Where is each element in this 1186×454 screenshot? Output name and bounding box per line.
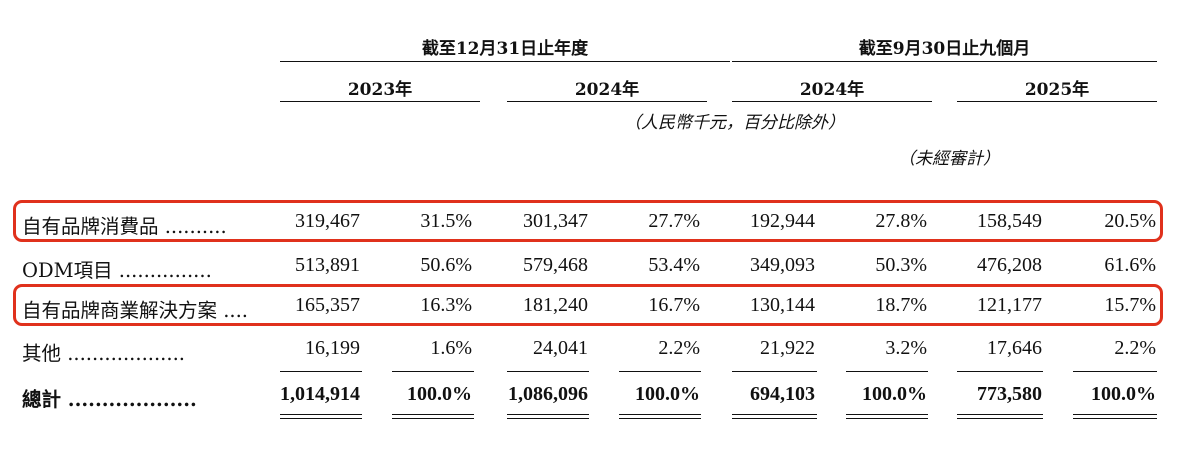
cell-percent: 1.6% xyxy=(430,337,472,359)
cell-value: 21,922 xyxy=(760,337,815,359)
cell-value: 773,580 xyxy=(977,383,1042,405)
highlight-box-own-brand-business xyxy=(13,284,1163,326)
cell-percent: 20.5% xyxy=(1104,210,1156,232)
cell-percent: 2.2% xyxy=(658,337,700,359)
cell-percent: 53.4% xyxy=(648,254,700,276)
cell-percent: 18.7% xyxy=(875,294,927,316)
cell-value: 579,468 xyxy=(523,254,588,276)
year-rule xyxy=(507,101,707,102)
cell-value: 130,144 xyxy=(750,294,815,316)
cell-value: 1,086,096 xyxy=(508,383,588,405)
header-group-rule xyxy=(732,61,1157,62)
total-double-rule xyxy=(1073,414,1157,419)
row-label-own-brand-consumer: 自有品牌消費品 .......... xyxy=(22,215,227,238)
row-label-total: 總計 ................... xyxy=(22,388,197,411)
highlight-box-own-brand-consumer xyxy=(13,200,1163,242)
cell-value: 17,646 xyxy=(987,337,1042,359)
cell-value: 1,014,914 xyxy=(280,383,360,405)
cell-percent: 16.7% xyxy=(648,294,700,316)
cell-percent: 100.0% xyxy=(1091,383,1156,405)
cell-value: 181,240 xyxy=(523,294,588,316)
cell-percent: 50.3% xyxy=(875,254,927,276)
year-header: 2023年 xyxy=(347,80,413,100)
year-header: 2024年 xyxy=(574,80,640,100)
cell-percent: 61.6% xyxy=(1104,254,1156,276)
row-label-own-brand-business: 自有品牌商業解決方案 .... xyxy=(22,299,248,322)
total-double-rule xyxy=(732,414,817,419)
cell-percent: 100.0% xyxy=(407,383,472,405)
subtotal-rule xyxy=(392,371,474,372)
total-double-rule xyxy=(280,414,362,419)
cell-value: 192,944 xyxy=(750,210,815,232)
total-double-rule xyxy=(957,414,1043,419)
total-double-rule xyxy=(507,414,589,419)
header-group-nine-months: 截至9月30日止九個月 xyxy=(858,39,1031,59)
cell-percent: 50.6% xyxy=(420,254,472,276)
year-rule xyxy=(280,101,480,102)
subtotal-rule xyxy=(507,371,589,372)
cell-percent: 15.7% xyxy=(1104,294,1156,316)
header-group-rule xyxy=(280,61,730,62)
cell-value: 121,177 xyxy=(977,294,1042,316)
year-rule xyxy=(957,101,1157,102)
cell-value: 349,093 xyxy=(750,254,815,276)
cell-value: 16,199 xyxy=(305,337,360,359)
row-label-odm: ODM項目 ............... xyxy=(22,259,212,282)
cell-percent: 100.0% xyxy=(635,383,700,405)
subtotal-rule xyxy=(846,371,928,372)
cell-value: 513,891 xyxy=(295,254,360,276)
subtotal-rule xyxy=(732,371,817,372)
total-double-rule xyxy=(619,414,701,419)
cell-value: 301,347 xyxy=(523,210,588,232)
subtotal-rule xyxy=(957,371,1043,372)
subtotal-rule xyxy=(280,371,362,372)
year-header: 2024年 xyxy=(799,80,865,100)
cell-percent: 100.0% xyxy=(862,383,927,405)
cell-percent: 27.7% xyxy=(648,210,700,232)
total-double-rule xyxy=(846,414,928,419)
units-note: （人民幣千元，百分比除外） xyxy=(624,113,845,133)
row-label-others: 其他 ................... xyxy=(22,342,185,365)
year-rule xyxy=(732,101,932,102)
cell-value: 165,357 xyxy=(295,294,360,316)
cell-percent: 27.8% xyxy=(875,210,927,232)
cell-value: 158,549 xyxy=(977,210,1042,232)
cell-value: 694,103 xyxy=(750,383,815,405)
cell-percent: 31.5% xyxy=(420,210,472,232)
cell-value: 319,467 xyxy=(295,210,360,232)
cell-value: 476,208 xyxy=(977,254,1042,276)
cell-percent: 16.3% xyxy=(420,294,472,316)
unaudited-note: （未經審計） xyxy=(898,149,1000,169)
cell-value: 24,041 xyxy=(533,337,588,359)
total-double-rule xyxy=(392,414,474,419)
subtotal-rule xyxy=(1073,371,1157,372)
cell-percent: 2.2% xyxy=(1114,337,1156,359)
cell-percent: 3.2% xyxy=(885,337,927,359)
subtotal-rule xyxy=(619,371,701,372)
header-group-fiscal-year: 截至12月31日止年度 xyxy=(421,39,589,59)
year-header: 2025年 xyxy=(1024,80,1090,100)
